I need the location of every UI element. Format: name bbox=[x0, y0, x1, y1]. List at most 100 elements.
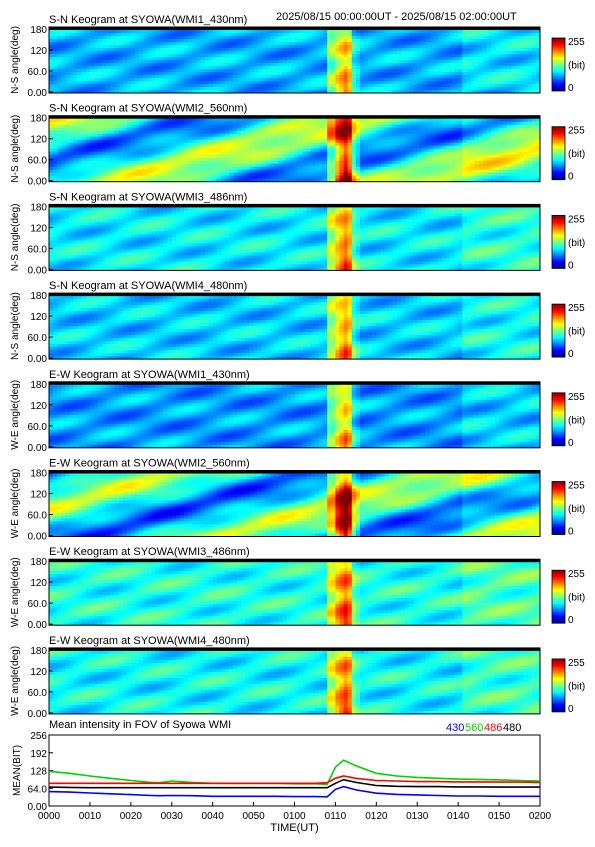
heatmap-cell bbox=[94, 72, 98, 75]
heatmap-cell bbox=[135, 131, 139, 134]
heatmap-cell bbox=[176, 149, 180, 152]
heatmap-cell bbox=[204, 140, 208, 143]
heatmap-cell bbox=[135, 60, 139, 63]
heatmap-cell bbox=[262, 125, 266, 128]
heatmap-cell bbox=[303, 75, 307, 78]
heatmap-cell bbox=[217, 36, 221, 39]
heatmap-cell bbox=[221, 176, 225, 179]
heatmap-cell bbox=[57, 137, 61, 140]
heatmap-cell bbox=[102, 36, 106, 39]
heatmap-cell bbox=[397, 57, 401, 60]
heatmap-cell bbox=[106, 122, 110, 125]
heatmap-cell bbox=[470, 69, 474, 72]
heatmap-cell bbox=[295, 143, 299, 146]
heatmap-cell bbox=[241, 143, 245, 146]
heatmap-cell bbox=[217, 48, 221, 51]
heatmap-cell bbox=[491, 63, 495, 66]
heatmap-cell bbox=[196, 146, 200, 149]
heatmap-cell bbox=[139, 158, 143, 161]
heatmap-cell bbox=[192, 87, 196, 90]
heatmap-cell bbox=[331, 125, 335, 128]
heatmap-cell bbox=[430, 155, 434, 158]
heatmap-cell bbox=[86, 60, 90, 63]
heatmap-cell bbox=[380, 84, 384, 87]
heatmap-cell bbox=[364, 36, 368, 39]
heatmap-cell bbox=[200, 33, 204, 36]
heatmap-cell bbox=[360, 60, 364, 63]
heatmap-cell bbox=[348, 158, 352, 161]
heatmap-cell bbox=[196, 78, 200, 81]
heatmap-cell bbox=[114, 155, 118, 158]
heatmap-cell bbox=[413, 36, 417, 39]
heatmap-cell bbox=[123, 45, 127, 48]
heatmap-cell bbox=[82, 42, 86, 45]
heatmap-cell bbox=[368, 81, 372, 84]
heatmap-cell bbox=[520, 69, 524, 72]
heatmap-cell bbox=[155, 78, 159, 81]
heatmap-cell bbox=[458, 51, 462, 54]
heatmap-cell bbox=[524, 69, 528, 72]
heatmap-cell bbox=[127, 30, 131, 33]
heatmap-cell bbox=[327, 152, 331, 155]
heatmap-cell bbox=[282, 72, 286, 75]
heatmap-cell bbox=[335, 161, 339, 164]
heatmap-cell bbox=[159, 81, 163, 84]
heatmap-cell bbox=[450, 30, 454, 33]
heatmap-cell bbox=[307, 140, 311, 143]
heatmap-cell bbox=[249, 176, 253, 179]
heatmap-cell bbox=[389, 45, 393, 48]
heatmap-cell bbox=[344, 167, 348, 170]
heatmap-cell bbox=[434, 128, 438, 131]
heatmap-cell bbox=[340, 164, 344, 167]
heatmap-cell bbox=[430, 30, 434, 33]
heatmap-cell bbox=[491, 69, 495, 72]
heatmap-cell bbox=[245, 51, 249, 54]
heatmap-cell bbox=[114, 30, 118, 33]
heatmap-cell bbox=[57, 75, 61, 78]
heatmap-cell bbox=[430, 131, 434, 134]
heatmap-cell bbox=[262, 69, 266, 72]
heatmap-cell bbox=[74, 87, 78, 90]
heatmap-cell bbox=[352, 161, 356, 164]
heatmap-cell bbox=[176, 84, 180, 87]
heatmap-cell bbox=[372, 42, 376, 45]
heatmap-cell bbox=[94, 137, 98, 140]
heatmap-cell bbox=[254, 75, 258, 78]
heatmap-cell bbox=[475, 155, 479, 158]
heatmap-cell bbox=[135, 119, 139, 122]
heatmap-cell bbox=[344, 131, 348, 134]
heatmap-cell bbox=[417, 57, 421, 60]
heatmap-cell bbox=[123, 122, 127, 125]
heatmap-cell bbox=[229, 30, 233, 33]
heatmap-cell bbox=[262, 63, 266, 66]
heatmap-cell bbox=[155, 75, 159, 78]
heatmap-cell bbox=[376, 134, 380, 137]
heatmap-cell bbox=[344, 78, 348, 81]
heatmap-cell bbox=[405, 137, 409, 140]
heatmap-cell bbox=[303, 48, 307, 51]
heatmap-cell bbox=[127, 63, 131, 66]
heatmap-cell bbox=[90, 42, 94, 45]
heatmap-cell bbox=[520, 48, 524, 51]
heatmap-cell bbox=[123, 167, 127, 170]
heatmap-cell bbox=[94, 57, 98, 60]
heatmap-cell bbox=[299, 75, 303, 78]
heatmap-cell bbox=[151, 63, 155, 66]
heatmap-cell bbox=[69, 149, 73, 152]
heatmap-cell bbox=[114, 149, 118, 152]
heatmap-cell bbox=[372, 122, 376, 125]
heatmap-cell bbox=[176, 48, 180, 51]
heatmap-cell bbox=[335, 176, 339, 179]
heatmap-cell bbox=[188, 48, 192, 51]
heatmap-cell bbox=[155, 84, 159, 87]
heatmap-cell bbox=[209, 54, 213, 57]
heatmap-cell bbox=[368, 149, 372, 152]
heatmap-cell bbox=[438, 155, 442, 158]
heatmap-cell bbox=[213, 119, 217, 122]
heatmap-cell bbox=[282, 152, 286, 155]
heatmap-cell bbox=[119, 143, 123, 146]
heatmap-cell bbox=[442, 170, 446, 173]
heatmap-cell bbox=[213, 75, 217, 78]
heatmap-cell bbox=[172, 84, 176, 87]
